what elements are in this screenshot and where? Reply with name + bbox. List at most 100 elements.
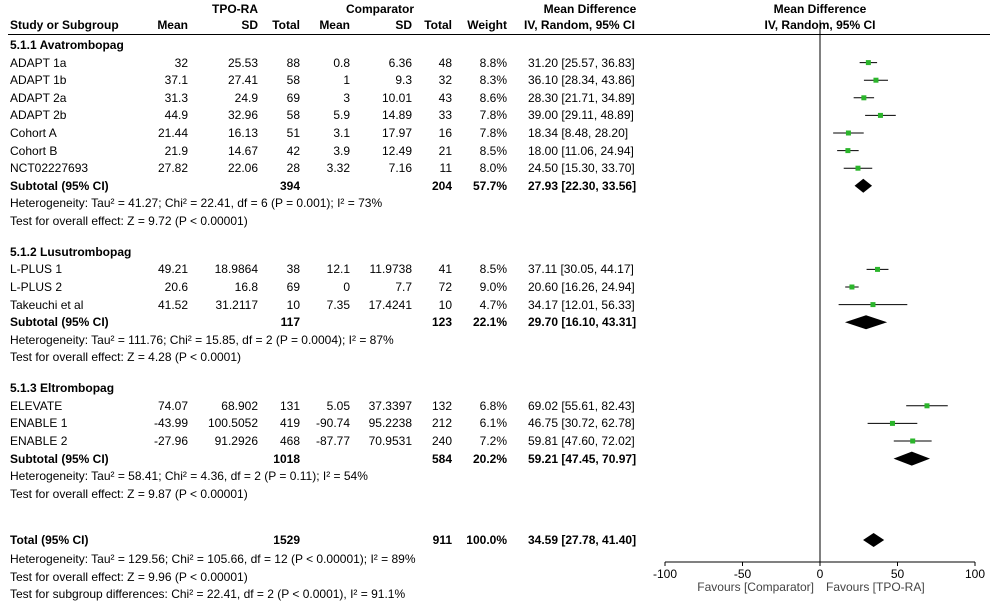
tpo-mean-cell: 32: [174, 55, 188, 70]
md-ci-cell: 46.75 [30.72, 62.78]: [528, 416, 635, 431]
x-tick-label: -100: [653, 567, 677, 581]
favours-left-label: Favours [Comparator]: [697, 580, 814, 594]
comp-mean-cell: 12.1: [326, 262, 350, 277]
weight-cell: 100.0%: [466, 533, 507, 547]
md-ci-cell: 29.70 [16.10, 43.31]: [528, 315, 637, 330]
tpo-sd-cell: 68.902: [221, 398, 258, 413]
md-ci-cell: 31.20 [25.57, 36.83]: [528, 55, 635, 70]
x-tick-label: 0: [817, 567, 824, 581]
comp-mean-cell: 5.05: [326, 398, 350, 413]
x-tick-label: 50: [891, 567, 905, 581]
weight-header: Weight: [467, 18, 507, 32]
weight-cell: 8.0%: [479, 161, 507, 176]
tpo-sd-cell: 91.2926: [214, 434, 258, 448]
comp-total-cell: 584: [431, 451, 452, 466]
tpo-total-cell: 117: [280, 315, 300, 330]
tpo-sd-cell: 27.41: [227, 73, 258, 88]
point-estimate: [845, 130, 851, 136]
comp-mean-cell: 0.8: [333, 55, 350, 70]
md-ci-cell: 34.17 [12.01, 56.33]: [528, 297, 635, 312]
comp-mean-cell: 7.35: [326, 297, 350, 312]
tpo-sd-cell: 25.53: [227, 55, 258, 70]
md-header-sub: IV, Random, 95% CI: [524, 18, 635, 32]
study-name: ENABLE 1: [10, 416, 68, 431]
study-name: NCT02227693: [10, 161, 89, 176]
tpo-mean-cell: 21.44: [157, 126, 188, 140]
comp-total-cell: 240: [431, 434, 452, 448]
tpo-sd-cell: 100.5052: [207, 416, 258, 431]
md-ci-cell: 18.00 [11.06, 24.94]: [528, 143, 634, 158]
point-estimate: [870, 302, 876, 308]
tpo-total-cell: 394: [279, 178, 300, 193]
weight-cell: 4.7%: [479, 297, 507, 312]
weight-cell: 8.5%: [479, 262, 507, 277]
tpo-total-cell: 88: [286, 55, 300, 70]
tpo-sd-cell: 24.9: [234, 90, 258, 105]
overall-effect-text: Test for overall effect: Z = 9.87 (P < 0…: [10, 486, 248, 501]
comp-sd-cell: 7.16: [388, 161, 412, 176]
tpo-sd-cell: 32.96: [227, 108, 258, 123]
tpo-total-cell: 468: [279, 434, 300, 448]
overall-effect-text: Test for overall effect: Z = 9.72 (P < 0…: [10, 214, 248, 228]
tpo-sd-cell: 16.8: [234, 280, 258, 294]
study-name: ADAPT 1b: [10, 73, 67, 88]
tpo-total-cell: 58: [286, 108, 300, 123]
comp-total-cell: 11: [439, 161, 452, 176]
subtotal-label: Subtotal (95% CI): [10, 178, 109, 193]
comp-total-cell: 10: [438, 297, 452, 312]
footer-line: Heterogeneity: Tau² = 129.56; Chi² = 105…: [10, 552, 416, 566]
study-name: ADAPT 2a: [10, 90, 67, 105]
comp-sd-cell: 37.3397: [368, 398, 412, 413]
tpo-mean-cell: 20.6: [164, 280, 188, 294]
weight-cell: 57.7%: [472, 178, 507, 193]
total-header: Total: [272, 18, 300, 32]
md-ci-cell: 37.11 [30.05, 44.17]: [528, 262, 634, 277]
md-ci-cell: 28.30 [21.71, 34.89]: [528, 90, 635, 105]
mean-header: Mean: [157, 18, 188, 32]
tpo-sd-cell: 16.13: [227, 126, 258, 140]
study-name: L-PLUS 2: [10, 280, 63, 294]
comp-mean-cell: -87.77: [315, 434, 350, 448]
tpo-sd-cell: 22.06: [227, 161, 258, 176]
md-ci-cell: 36.10 [28.34, 43.86]: [528, 73, 635, 88]
subtotal-diamond: [854, 178, 873, 193]
tpo-sd-cell: 31.2117: [215, 297, 259, 312]
comp-total-cell: 212: [431, 416, 452, 431]
comp-sd-cell: 12.49: [381, 143, 412, 158]
subgroup-title: 5.1.3 Eltrombopag: [10, 381, 115, 396]
comp-total-cell: 48: [438, 55, 452, 70]
mean2-header: Mean: [319, 18, 350, 32]
tpo-total-cell: 1018: [273, 451, 300, 466]
tpo-total-cell: 58: [286, 73, 300, 88]
subtotal-diamond: [844, 315, 888, 330]
tpo-sd-cell: 14.67: [227, 143, 258, 158]
subtotal-diamond: [893, 451, 931, 466]
subtotal-label: Subtotal (95% CI): [10, 451, 109, 466]
comp-mean-cell: 0: [343, 280, 350, 294]
point-estimate: [877, 112, 883, 118]
weight-cell: 7.8%: [479, 126, 507, 140]
comp-mean-cell: 1: [343, 73, 350, 88]
sd-header: SD: [241, 18, 258, 32]
tpo-mean-cell: 37.1: [164, 73, 188, 88]
comp-total-cell: 72: [438, 280, 452, 294]
weight-cell: 7.8%: [479, 108, 507, 123]
comp-sd-cell: 11.9738: [369, 262, 413, 277]
weight-cell: 8.3%: [479, 73, 507, 88]
total2-header: Total: [424, 18, 452, 32]
favours-right-label: Favours [TPO-RA]: [826, 580, 925, 594]
comp-sd-cell: 70.9531: [368, 434, 412, 448]
md-ci-cell: 27.93 [22.30, 33.56]: [528, 178, 637, 193]
comp-sd-cell: 95.2238: [368, 416, 412, 431]
overall-effect-text: Test for overall effect: Z = 4.28 (P < 0…: [10, 350, 242, 365]
md-ci-cell: 59.81 [47.60, 72.02]: [528, 434, 635, 448]
study-name: Cohort A: [10, 126, 57, 140]
point-estimate: [889, 420, 895, 426]
study-name: ELEVATE: [10, 398, 63, 413]
point-estimate: [873, 77, 879, 83]
weight-cell: 22.1%: [472, 315, 507, 330]
tpo-total-cell: 131: [279, 398, 300, 413]
point-estimate: [924, 403, 930, 409]
weight-cell: 6.1%: [479, 416, 507, 431]
md-ci-cell: 34.59 [27.78, 41.40]: [528, 533, 637, 547]
